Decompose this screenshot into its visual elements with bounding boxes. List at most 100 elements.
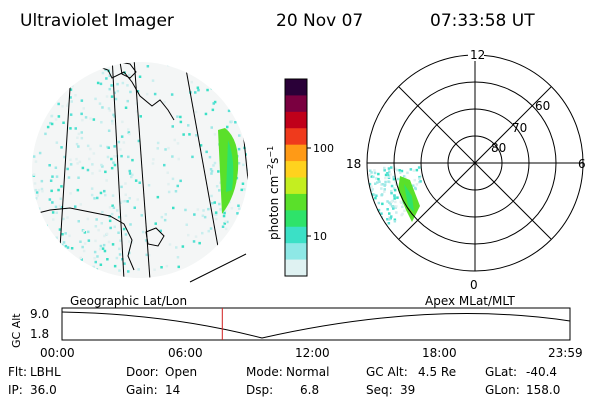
polar-speckle	[362, 218, 365, 221]
polar-speckle	[356, 205, 359, 208]
geo-speckle	[247, 198, 248, 201]
polar-speckle	[362, 211, 365, 214]
geo-speckle	[48, 71, 52, 75]
geo-speckle	[117, 140, 121, 144]
geo-speckle	[40, 179, 44, 183]
geo-speckle	[194, 91, 197, 94]
geo-speckle	[64, 69, 68, 72]
geo-speckle	[230, 247, 234, 251]
geo-speckle	[128, 172, 132, 175]
geo-speckle	[214, 259, 217, 262]
geo-speckle	[51, 236, 54, 239]
geo-speckle	[224, 220, 227, 223]
geo-speckle	[57, 188, 60, 192]
geo-speckle	[211, 108, 215, 112]
geo-speckle	[225, 87, 229, 90]
geo-speckle	[49, 247, 52, 251]
mlt-label-12: 12	[470, 48, 485, 62]
polar-speckle	[394, 167, 397, 171]
geo-speckle	[152, 158, 155, 161]
polar-speckle	[357, 175, 360, 178]
polar-speckle	[354, 206, 357, 209]
geo-speckle	[223, 222, 226, 225]
geo-speckle	[187, 233, 190, 237]
geo-speckle	[109, 226, 112, 230]
geo-speckle	[54, 88, 57, 91]
polar-speckle	[390, 189, 393, 193]
polar-speckle	[389, 203, 392, 206]
geo-speckle	[153, 92, 157, 96]
geo-speckle	[104, 170, 107, 174]
geo-speckle	[87, 239, 91, 242]
polar-speckle	[392, 187, 396, 190]
polar-speckle	[417, 166, 421, 169]
geo-speckle	[222, 269, 226, 273]
geo-speckle	[77, 220, 80, 223]
geo-speckle	[98, 102, 102, 105]
geo-speckle	[237, 204, 240, 207]
geo-speckle	[213, 201, 216, 204]
altitude-ytick-9: 9.0	[30, 307, 49, 321]
polar-speckle	[367, 218, 370, 222]
geo-speckle	[100, 222, 103, 225]
geo-speckle	[128, 73, 131, 77]
geo-speckle	[122, 227, 126, 231]
geo-speckle	[244, 79, 247, 82]
geo-speckle	[33, 182, 37, 185]
geo-speckle	[61, 233, 64, 236]
geo-speckle	[246, 231, 248, 234]
geo-speckle	[236, 87, 240, 91]
geo-speckle	[34, 214, 37, 218]
polar-speckle	[363, 208, 366, 211]
geo-speckle	[80, 131, 83, 134]
geo-speckle	[50, 122, 54, 126]
geo-speckle	[75, 157, 78, 161]
polar-speckle	[379, 183, 383, 186]
geo-speckle	[239, 248, 242, 251]
geo-speckle	[212, 164, 215, 167]
geo-speckle	[65, 263, 69, 267]
polar-speckle	[375, 194, 378, 197]
geo-speckle	[236, 100, 239, 104]
polar-speckle	[401, 205, 404, 209]
polar-speckle	[361, 180, 364, 183]
geo-speckle	[60, 146, 63, 149]
geo-speckle	[119, 148, 122, 151]
geo-speckle	[41, 101, 44, 105]
geo-speckle	[80, 136, 84, 140]
polar-speckle	[367, 221, 369, 225]
geo-speckle	[123, 262, 126, 265]
geo-speckle	[64, 232, 67, 235]
geo-speckle	[128, 197, 131, 200]
geo-speckle	[118, 253, 122, 256]
geo-speckle	[236, 212, 239, 215]
geo-speckle	[223, 247, 226, 251]
geo-speckle	[96, 196, 99, 200]
polar-speckle	[418, 180, 421, 184]
geo-speckle	[119, 239, 122, 242]
geo-speckle	[41, 232, 44, 236]
geo-speckle	[37, 207, 41, 210]
polar-speckle	[395, 168, 399, 172]
geo-speckle	[179, 120, 183, 124]
polar-speckle	[356, 187, 359, 190]
polar-diagonal-2	[398, 86, 552, 240]
geo-speckle	[74, 205, 77, 208]
mlat-label-60: 60	[535, 99, 550, 113]
geo-speckle	[48, 99, 51, 102]
geo-speckle	[227, 102, 231, 105]
polar-speckle	[367, 221, 369, 224]
geo-speckle	[207, 229, 210, 233]
geo-speckle	[126, 99, 129, 103]
geo-speckle	[224, 209, 227, 213]
polar-panel-caption: Apex MLat/MLT	[425, 294, 515, 308]
geo-speckle	[209, 227, 213, 230]
geo-panel-caption: Geographic Lat/Lon	[70, 294, 187, 308]
polar-speckle	[344, 196, 347, 199]
geo-speckle	[42, 87, 46, 90]
geo-speckle	[139, 115, 142, 118]
geo-speckle	[93, 197, 96, 200]
polar-speckle	[371, 215, 375, 219]
geo-speckle	[122, 141, 126, 144]
geo-speckle	[120, 154, 123, 158]
